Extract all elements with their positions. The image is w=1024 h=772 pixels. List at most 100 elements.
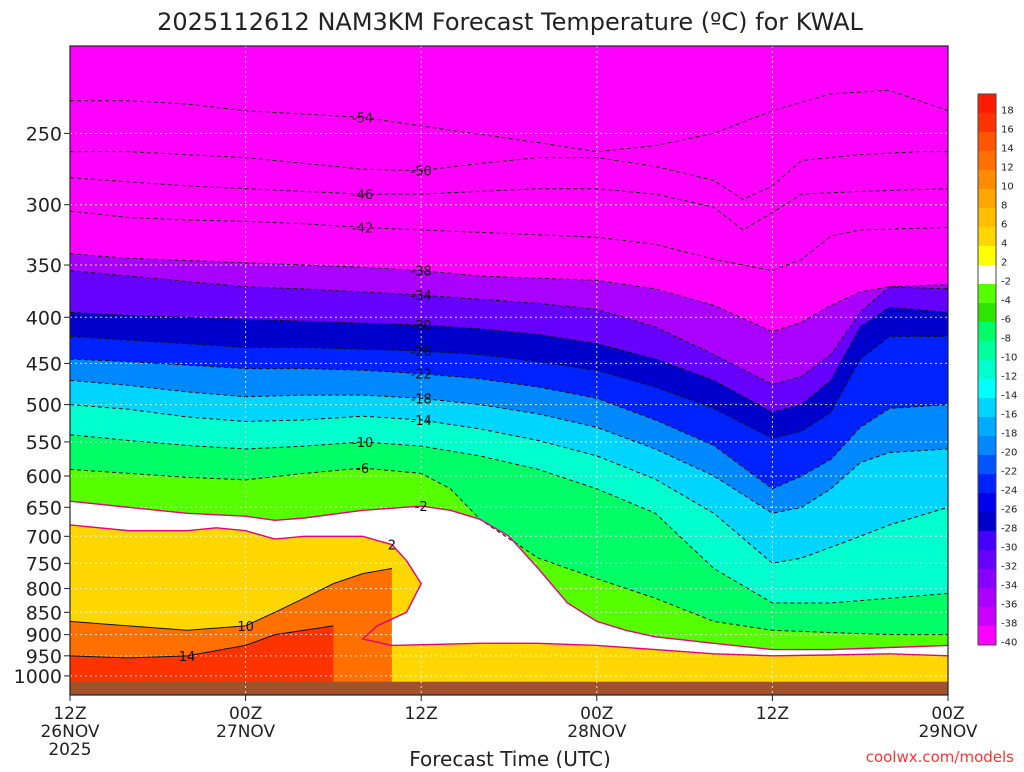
colorbar-label: 6	[1001, 220, 1007, 231]
colorbar-swatch	[978, 569, 996, 589]
colorbar-swatch	[978, 189, 996, 209]
y-tick-label: 300	[26, 195, 62, 217]
contour-label: -6	[356, 462, 369, 477]
x-tick-label: 2025	[48, 740, 91, 760]
colorbar-swatch	[978, 132, 996, 152]
x-axis-label: Forecast Time (UTC)	[409, 747, 611, 768]
y-tick-label: 550	[26, 432, 62, 454]
x-tick-label: 00Z	[931, 704, 964, 724]
y-tick-label: 250	[26, 123, 62, 145]
colorbar-label: -40	[1001, 638, 1017, 649]
y-tick-label: 900	[26, 625, 62, 647]
colorbar-label: -4	[1001, 296, 1011, 307]
colorbar-label: 14	[1001, 144, 1014, 155]
colorbar-swatch	[978, 341, 996, 361]
colorbar-label: -32	[1001, 562, 1017, 573]
colorbar-swatch	[978, 474, 996, 494]
colorbar-swatch	[978, 170, 996, 190]
x-tick-label: 12Z	[53, 704, 86, 724]
colorbar-label: -36	[1001, 600, 1017, 611]
axes: 2503003504004505005506006507007508008509…	[14, 45, 978, 760]
contour-label: -42	[352, 221, 373, 236]
x-tick-label: 12Z	[405, 704, 438, 724]
colorbar-swatch	[978, 208, 996, 228]
colorbar-swatch	[978, 512, 996, 532]
colorbar-label: -28	[1001, 524, 1017, 535]
colorbar-label: 10	[1001, 182, 1014, 193]
contour-line	[69, 358, 949, 490]
colorbar: 18 16 14 12 10 8 6 4 2 -2 -4 -6 -8 -10 -12 -14 -16 -18 -20…	[977, 93, 1017, 649]
plot-frame	[69, 45, 949, 696]
contour-line	[69, 434, 949, 604]
colorbar-swatch	[978, 379, 996, 399]
contour-label: 10	[237, 620, 254, 635]
credit-text: coolwx.com/models	[866, 748, 1014, 766]
colorbar-label: 12	[1001, 163, 1014, 174]
contour-line	[69, 306, 949, 413]
x-tick-label: 00Z	[229, 704, 262, 724]
colorbar-label: -34	[1001, 581, 1017, 592]
colorbar-swatch	[978, 246, 996, 266]
x-tick-label: 12Z	[756, 704, 789, 724]
y-tick-label: 600	[26, 466, 62, 488]
contour-line	[69, 524, 949, 657]
colorbar-label: 2	[1001, 258, 1007, 269]
colorbar-label: -8	[1001, 334, 1011, 345]
contour-label: -18	[411, 392, 432, 407]
colorbar-swatch	[978, 455, 996, 475]
colorbar-swatch	[978, 322, 996, 342]
colorbar-swatch	[978, 607, 996, 627]
colorbar-swatch	[978, 94, 996, 114]
contour-line	[69, 177, 949, 231]
colorbar-swatch	[978, 151, 996, 171]
colorbar-label: 16	[1001, 125, 1014, 136]
colorbar-swatch	[978, 113, 996, 133]
colorbar-swatch	[978, 303, 996, 323]
contour-line	[69, 379, 949, 514]
x-tick-label: 27NOV	[216, 722, 275, 742]
y-tick-label: 500	[26, 395, 62, 417]
temperature-band	[70, 625, 334, 695]
contour-line	[69, 270, 949, 386]
colorbar-label: -16	[1001, 410, 1017, 421]
colorbar-label: -12	[1001, 372, 1017, 383]
contour-label: -54	[352, 111, 373, 126]
colorbar-label: -24	[1001, 486, 1017, 497]
contour-label: -10	[352, 436, 373, 451]
contour-label: -26	[411, 345, 432, 360]
contour-label: -38	[411, 265, 432, 280]
colorbar-swatch	[978, 398, 996, 418]
contour-label: -30	[411, 319, 432, 334]
colorbar-swatch	[978, 417, 996, 437]
contour-label: -46	[352, 188, 373, 203]
y-tick-label: 450	[26, 353, 62, 375]
colorbar-swatch	[978, 265, 996, 285]
contour-line	[69, 210, 949, 272]
y-tick-label: 750	[26, 553, 62, 575]
colorbar-label: -20	[1001, 448, 1017, 459]
colorbar-label: 18	[1001, 106, 1014, 117]
x-tick-label: 29NOV	[918, 722, 977, 742]
colorbar-swatch	[978, 284, 996, 304]
colorbar-label: -30	[1001, 543, 1017, 554]
colorbar-swatch	[978, 588, 996, 608]
ground-strip	[70, 681, 948, 695]
colorbar-label: -14	[1001, 391, 1017, 402]
contour-line	[69, 500, 949, 651]
colorbar-label: -26	[1001, 505, 1017, 516]
colorbar-frame	[977, 93, 997, 646]
x-tick-label: 00Z	[580, 704, 613, 724]
contour-line	[70, 151, 948, 201]
chart-title: 2025112612 NAM3KM Forecast Temperature (…	[157, 8, 863, 36]
contour-line	[69, 404, 949, 564]
colorbar-label: -6	[1001, 315, 1011, 326]
y-tick-label: 850	[26, 602, 62, 624]
colorbar-swatch	[978, 626, 996, 646]
y-tick-label: 950	[26, 646, 62, 668]
x-tick-label: 28NOV	[567, 722, 626, 742]
y-tick-label: 400	[26, 307, 62, 329]
colorbar-swatch	[978, 550, 996, 570]
y-tick-label: 800	[26, 579, 62, 601]
